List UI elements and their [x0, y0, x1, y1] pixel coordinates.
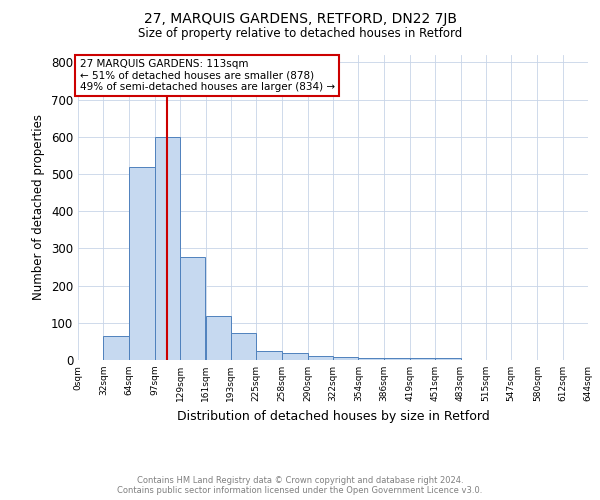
Bar — [205, 316, 231, 360]
Bar — [333, 357, 358, 360]
Bar — [103, 336, 128, 360]
Bar — [308, 356, 333, 360]
Bar — [128, 166, 155, 360]
Bar — [435, 358, 461, 360]
Bar — [410, 358, 435, 360]
Bar — [256, 350, 283, 360]
Bar — [180, 256, 205, 360]
Text: 27, MARQUIS GARDENS, RETFORD, DN22 7JB: 27, MARQUIS GARDENS, RETFORD, DN22 7JB — [143, 12, 457, 26]
Bar — [155, 137, 180, 360]
Bar — [231, 333, 256, 360]
Bar — [358, 358, 383, 360]
Text: Size of property relative to detached houses in Retford: Size of property relative to detached ho… — [138, 28, 462, 40]
X-axis label: Distribution of detached houses by size in Retford: Distribution of detached houses by size … — [176, 410, 490, 422]
Bar — [283, 354, 308, 360]
Bar — [383, 358, 410, 360]
Y-axis label: Number of detached properties: Number of detached properties — [32, 114, 46, 300]
Text: 27 MARQUIS GARDENS: 113sqm
← 51% of detached houses are smaller (878)
49% of sem: 27 MARQUIS GARDENS: 113sqm ← 51% of deta… — [80, 58, 335, 92]
Text: Contains HM Land Registry data © Crown copyright and database right 2024.
Contai: Contains HM Land Registry data © Crown c… — [118, 476, 482, 495]
